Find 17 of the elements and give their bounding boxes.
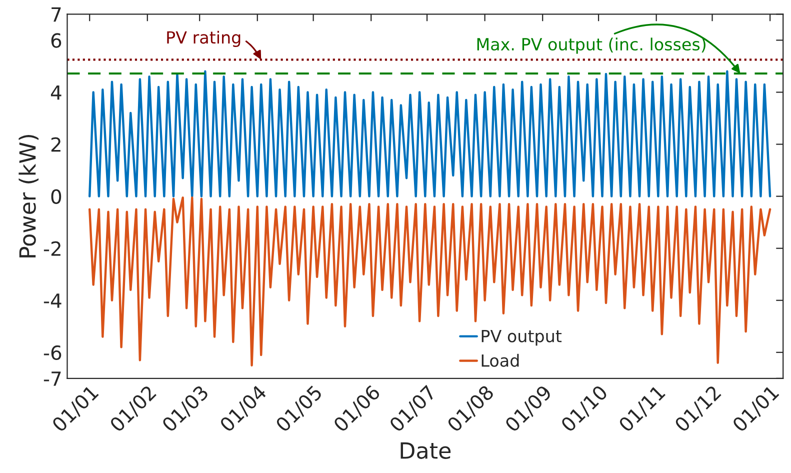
y-tick-label: 7 xyxy=(52,7,61,22)
legend-label: Load xyxy=(482,354,519,367)
y-tick-label: 6 xyxy=(51,33,62,48)
y-tick-label: -4 xyxy=(44,294,62,308)
legend-label: PV output xyxy=(482,330,562,346)
x-axis-title: Date xyxy=(400,442,451,459)
y-tick-label: -7 xyxy=(44,372,61,386)
y-tick-label: 2 xyxy=(51,137,60,152)
y-tick-label: -2 xyxy=(44,241,60,256)
y-tick-label: 4 xyxy=(50,85,62,100)
line-series xyxy=(88,70,772,198)
y-tick-label: -6 xyxy=(44,345,62,360)
annotation: PV rating xyxy=(167,30,240,47)
line-series xyxy=(88,196,772,366)
y-axis-title: Power (kW) xyxy=(18,134,39,258)
y-tick-label: 0 xyxy=(51,189,62,204)
annotation: Max. PV output (inc. losses) xyxy=(477,38,706,54)
